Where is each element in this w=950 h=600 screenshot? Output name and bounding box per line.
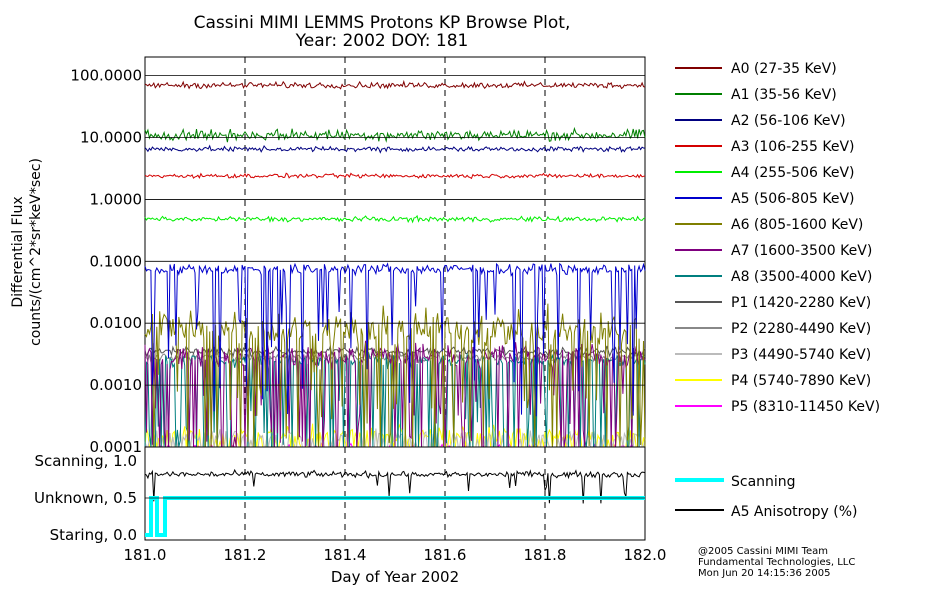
legend-label: A3 (106-255 KeV) bbox=[731, 139, 854, 155]
x-tick-label: 181.8 bbox=[524, 546, 567, 564]
credit-line-2: Fundamental Technologies, LLC bbox=[698, 557, 855, 568]
flux-legend: A0 (27-35 KeV) A1 (35-56 KeV) A2 (56-106 K… bbox=[675, 61, 880, 415]
flux-y-axis: 100.0000 10.0000 1.0000 0.1000 0.0100 0.0010 0… bbox=[70, 67, 645, 456]
mode-y-tick-label: Staring, 0.0 bbox=[50, 526, 137, 544]
legend-label: P3 (4490-5740 KeV) bbox=[731, 347, 871, 363]
flux-series-line bbox=[144, 303, 646, 448]
x-tick-label: 182.0 bbox=[624, 546, 667, 564]
legend-label: A5 (506-805 KeV) bbox=[731, 191, 854, 207]
legend-label: A1 (35-56 KeV) bbox=[731, 87, 837, 103]
mode-y-tick-label: Scanning, 1.0 bbox=[34, 452, 137, 470]
mode-panel-frame bbox=[144, 446, 646, 541]
legend-label: A7 (1600-3500 KeV) bbox=[731, 243, 872, 259]
legend-label: A5 Anisotropy (%) bbox=[731, 504, 858, 520]
mode-series bbox=[144, 468, 646, 537]
flux-y-tick-label: 0.0001 bbox=[90, 438, 143, 456]
flux-series-line bbox=[144, 79, 646, 90]
x-tick-label: 181.4 bbox=[324, 546, 367, 564]
flux-series-line bbox=[144, 144, 646, 154]
x-axis: 181.0 181.2 181.4 181.6 181.8 182.0 bbox=[124, 546, 667, 564]
flux-y-tick-label: 0.0100 bbox=[90, 314, 143, 332]
legend-label: P1 (1420-2280 KeV) bbox=[731, 295, 871, 311]
mode-legend: Scanning A5 Anisotropy (%) bbox=[675, 474, 858, 520]
legend-label: Scanning bbox=[731, 474, 796, 490]
mode-y-tick-label: Unknown, 0.5 bbox=[34, 489, 137, 507]
flux-series-line bbox=[144, 214, 646, 224]
flux-ylabel-units: counts/(cm^2*sr*keV*sec) bbox=[28, 158, 44, 346]
mode-grid bbox=[244, 447, 546, 540]
flux-y-tick-label: 1.0000 bbox=[90, 190, 143, 208]
flux-ylabel: Differential Flux bbox=[10, 196, 26, 307]
legend-label: A2 (56-106 KeV) bbox=[731, 113, 846, 129]
mode-y-axis: Scanning, 1.0 Unknown, 0.5 Staring, 0.0 bbox=[34, 452, 645, 544]
x-tick-label: 181.6 bbox=[424, 546, 467, 564]
legend-label: P4 (5740-7890 KeV) bbox=[731, 373, 871, 389]
legend-label: P2 (2280-4490 KeV) bbox=[731, 321, 871, 337]
legend-label: A8 (3500-4000 KeV) bbox=[731, 269, 872, 285]
credit-line-3: Mon Jun 20 14:15:36 2005 bbox=[698, 568, 831, 579]
legend-label: P5 (8310-11450 KeV) bbox=[731, 399, 880, 415]
flux-series-line bbox=[144, 172, 646, 180]
chart-subtitle: Year: 2002 DOY: 181 bbox=[295, 31, 469, 51]
legend-label: A0 (27-35 KeV) bbox=[731, 61, 837, 77]
credit-line-1: @2005 Cassini MIMI Team bbox=[698, 546, 828, 557]
flux-y-tick-label: 10.0000 bbox=[80, 129, 142, 147]
flux-series-line bbox=[144, 126, 646, 143]
legend-label: A6 (805-1600 KeV) bbox=[731, 217, 863, 233]
flux-y-tick-label: 0.1000 bbox=[90, 252, 143, 270]
flux-series bbox=[144, 79, 646, 448]
credits: @2005 Cassini MIMI Team Fundamental Tech… bbox=[698, 546, 855, 579]
mode-panel: Scanning, 1.0 Unknown, 0.5 Staring, 0.0 18… bbox=[34, 446, 667, 586]
flux-y-tick-label: 0.0010 bbox=[90, 376, 143, 394]
flux-series-line bbox=[144, 262, 646, 417]
scanning-mode-line bbox=[145, 496, 645, 537]
legend-label: A4 (255-506 KeV) bbox=[731, 165, 854, 181]
flux-y-tick-label: 100.0000 bbox=[70, 67, 142, 85]
anisotropy-line bbox=[144, 468, 646, 504]
chart-title: Cassini MIMI LEMMS Protons KP Browse Plo… bbox=[194, 13, 571, 33]
x-tick-label: 181.2 bbox=[224, 546, 267, 564]
x-tick-label: 181.0 bbox=[124, 546, 167, 564]
flux-panel: 100.0000 10.0000 1.0000 0.1000 0.0100 0.0010 0… bbox=[10, 56, 646, 456]
x-axis-label: Day of Year 2002 bbox=[331, 568, 459, 586]
